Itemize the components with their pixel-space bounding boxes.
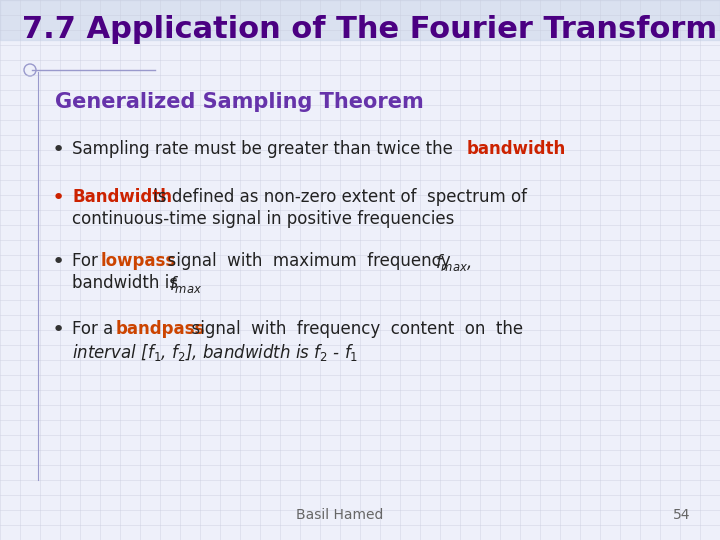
- Text: continuous-time signal in positive frequencies: continuous-time signal in positive frequ…: [72, 210, 454, 228]
- Text: signal  with  maximum  frequency: signal with maximum frequency: [157, 252, 461, 270]
- Text: •: •: [52, 188, 66, 208]
- Text: For a: For a: [72, 320, 119, 338]
- Text: bandwidth is: bandwidth is: [72, 274, 184, 292]
- Text: signal  with  frequency  content  on  the: signal with frequency content on the: [181, 320, 523, 338]
- Text: $f_{max}$: $f_{max}$: [169, 274, 202, 295]
- Text: interval [$f_1$, $f_2$], bandwidth is $f_2$ - $f_1$: interval [$f_1$, $f_2$], bandwidth is $f…: [72, 342, 359, 363]
- Text: 54: 54: [672, 508, 690, 522]
- Text: 7.7 Application of The Fourier Transform: 7.7 Application of The Fourier Transform: [22, 16, 717, 44]
- Text: is defined as non-zero extent of  spectrum of: is defined as non-zero extent of spectru…: [148, 188, 527, 206]
- Text: •: •: [52, 140, 66, 160]
- Text: lowpass: lowpass: [101, 252, 176, 270]
- Text: $f_{max}$,: $f_{max}$,: [435, 252, 472, 273]
- Text: bandpass: bandpass: [116, 320, 205, 338]
- Text: Bandwidth: Bandwidth: [72, 188, 172, 206]
- Text: •: •: [52, 252, 66, 272]
- Text: •: •: [52, 320, 66, 340]
- Text: Sampling rate must be greater than twice the: Sampling rate must be greater than twice…: [72, 140, 458, 158]
- Text: Generalized Sampling Theorem: Generalized Sampling Theorem: [55, 92, 424, 112]
- Text: Basil Hamed: Basil Hamed: [297, 508, 384, 522]
- Text: For: For: [72, 252, 103, 270]
- Text: bandwidth: bandwidth: [467, 140, 566, 158]
